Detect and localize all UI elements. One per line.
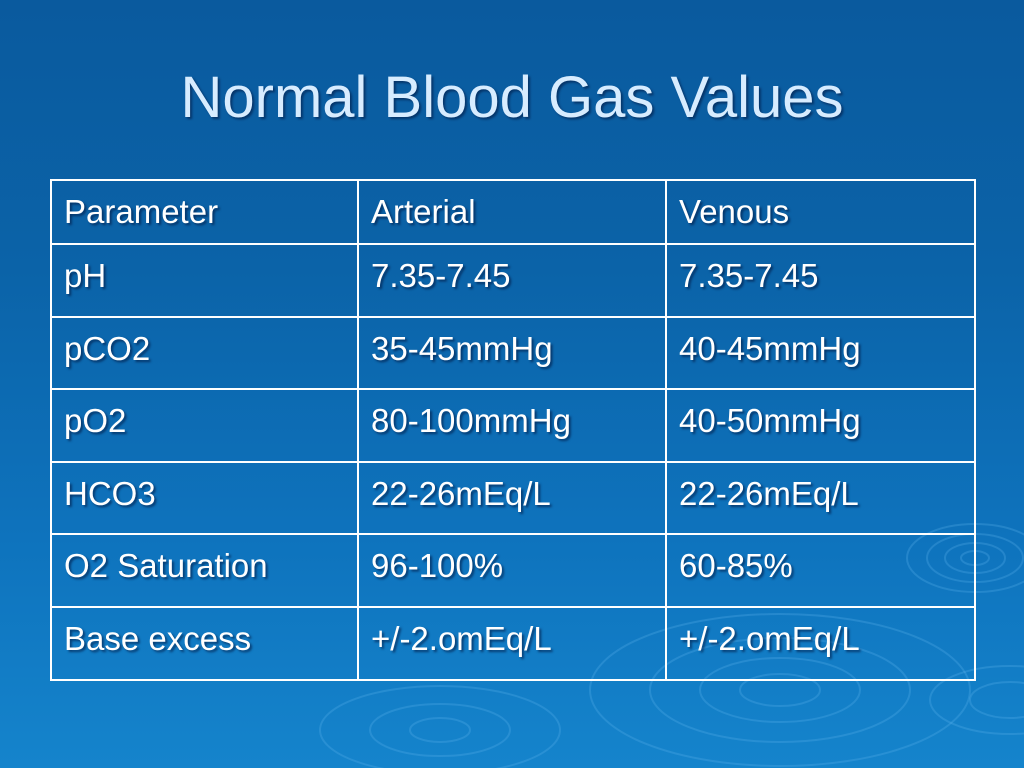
- blood-gas-table: Parameter Arterial Venous pH 7.35-7.45 7…: [50, 179, 976, 681]
- venous-cell: 7.35-7.45: [665, 243, 976, 318]
- venous-cell: +/-2.omEq/L: [665, 605, 976, 681]
- arterial-cell: +/-2.omEq/L: [357, 605, 667, 681]
- table-row-o2-saturation: O2 Saturation 96-100% 60-85%: [50, 533, 976, 608]
- arterial-cell: 7.35-7.45: [357, 243, 667, 318]
- venous-cell: 22-26mEq/L: [665, 460, 976, 536]
- arterial-cell: 96-100%: [357, 533, 667, 608]
- parameter-cell: Base excess: [50, 605, 359, 681]
- header-cell-arterial: Arterial: [357, 179, 667, 245]
- slide-title: Normal Blood Gas Values: [180, 65, 844, 130]
- parameter-cell: pCO2: [50, 315, 359, 391]
- table-header-row: Parameter Arterial Venous: [50, 179, 976, 245]
- table-row-base-excess: Base excess +/-2.omEq/L +/-2.omEq/L: [50, 605, 976, 681]
- table-row-po2: pO2 80-100mmHg 40-50mmHg: [50, 388, 976, 463]
- venous-cell: 40-50mmHg: [665, 388, 976, 463]
- header-cell-parameter: Parameter: [50, 179, 359, 245]
- header-cell-venous: Venous: [665, 179, 976, 245]
- table-row-pco2: pCO2 35-45mmHg 40-45mmHg: [50, 315, 976, 391]
- arterial-cell: 22-26mEq/L: [357, 460, 667, 536]
- table-row-hco3: HCO3 22-26mEq/L 22-26mEq/L: [50, 460, 976, 536]
- parameter-cell: pO2: [50, 388, 359, 463]
- venous-cell: 40-45mmHg: [665, 315, 976, 391]
- arterial-cell: 35-45mmHg: [357, 315, 667, 391]
- table-row-ph: pH 7.35-7.45 7.35-7.45: [50, 243, 976, 318]
- venous-cell: 60-85%: [665, 533, 976, 608]
- parameter-cell: O2 Saturation: [50, 533, 359, 608]
- parameter-cell: HCO3: [50, 460, 359, 536]
- arterial-cell: 80-100mmHg: [357, 388, 667, 463]
- parameter-cell: pH: [50, 243, 359, 318]
